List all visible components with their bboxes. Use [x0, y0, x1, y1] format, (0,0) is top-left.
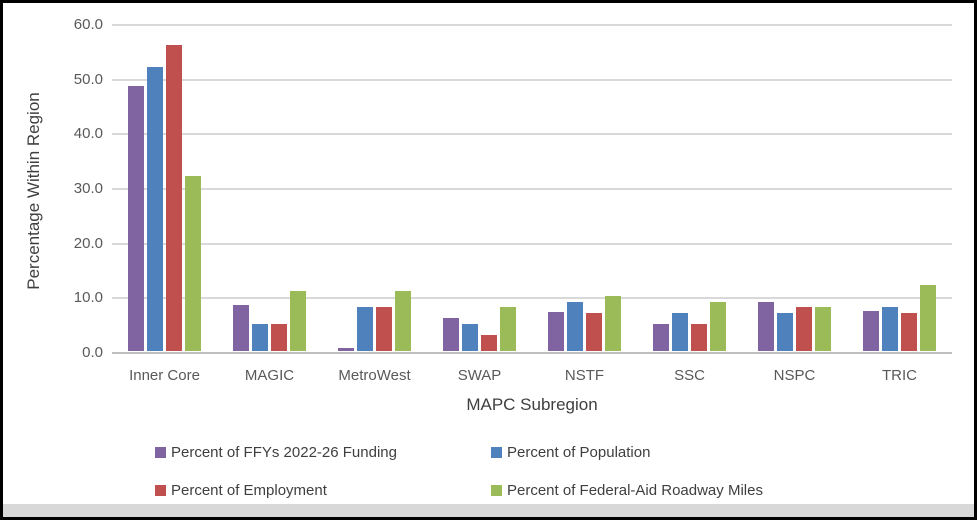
bar [290, 290, 306, 351]
legend-label: Percent of Employment [171, 482, 327, 499]
x-tick-label: MAGIC [244, 367, 295, 384]
y-tick-label: 60.0 [73, 16, 103, 33]
legend-item: Percent of Population [491, 444, 763, 461]
legend-item: Percent of FFYs 2022-26 Funding [155, 444, 491, 461]
legend-swatch [491, 485, 502, 496]
bottom-strip [3, 504, 974, 517]
gridline [112, 78, 952, 81]
bar [395, 290, 411, 351]
bar [185, 176, 201, 351]
gridline [112, 242, 952, 245]
gridline [112, 188, 952, 190]
bar-group-nstf [532, 23, 637, 351]
bar [500, 307, 516, 351]
legend-swatch [491, 447, 502, 458]
plot-area [112, 23, 952, 354]
legend: Percent of FFYs 2022-26 Funding Percent o… [155, 444, 763, 499]
legend-label: Percent of Federal-Aid Roadway Miles [507, 482, 763, 499]
bar-group-magic [217, 23, 322, 351]
bar [815, 307, 831, 351]
bar-group-metrowest [322, 23, 427, 351]
bar [882, 307, 898, 351]
bar [796, 307, 812, 351]
gridline [112, 297, 952, 300]
bar [863, 311, 879, 351]
bar [252, 323, 268, 351]
y-tick-label: 10.0 [73, 289, 103, 307]
bar [691, 323, 707, 351]
bar-group-swap [427, 23, 532, 351]
bar [672, 312, 688, 351]
gridline [112, 133, 952, 136]
legend-swatch [155, 485, 166, 496]
bar [233, 304, 249, 351]
bar [271, 323, 287, 351]
bar [357, 307, 373, 351]
bar [758, 301, 774, 351]
bar-group-tric [847, 23, 952, 351]
bar [548, 311, 564, 351]
bar [920, 285, 936, 351]
bar [586, 312, 602, 351]
x-tick-label: NSTF [564, 367, 605, 384]
bar [901, 312, 917, 351]
x-axis-title: MAPC Subregion [466, 395, 598, 414]
y-tick-label: 0.0 [82, 344, 103, 361]
bar [462, 323, 478, 351]
bar [653, 323, 669, 351]
bar [777, 312, 793, 351]
bar [567, 301, 583, 351]
gridline [112, 24, 952, 26]
bar [338, 347, 354, 351]
y-tick-label: 40.0 [73, 125, 103, 143]
bar [443, 318, 459, 351]
bar [166, 44, 182, 351]
bar [147, 66, 163, 351]
y-tick-label: 50.0 [73, 70, 103, 88]
bar [128, 85, 144, 351]
bar [605, 296, 621, 351]
x-tick-label: SWAP [457, 367, 502, 384]
y-tick-label: 30.0 [73, 180, 103, 197]
legend-item: Percent of Employment [155, 482, 491, 499]
x-tick-label: SSC [674, 367, 705, 384]
x-axis-line [112, 352, 952, 354]
bar [481, 334, 497, 351]
x-tick-label: NSPC [773, 367, 816, 384]
bar-group-inner-core [112, 23, 217, 351]
bar [376, 307, 392, 351]
bar-group-nspc [742, 23, 847, 351]
bar [710, 301, 726, 351]
legend-label: Percent of FFYs 2022-26 Funding [171, 444, 397, 461]
legend-swatch [155, 447, 166, 458]
x-tick-label: Inner Core [129, 367, 200, 384]
legend-label: Percent of Population [507, 444, 651, 461]
y-tick-label: 20.0 [73, 234, 103, 252]
bar-group-ssc [637, 23, 742, 351]
x-tick-label: TRIC [882, 367, 917, 384]
x-tick-label: MetroWest [338, 367, 411, 384]
legend-item: Percent of Federal-Aid Roadway Miles [491, 482, 763, 499]
